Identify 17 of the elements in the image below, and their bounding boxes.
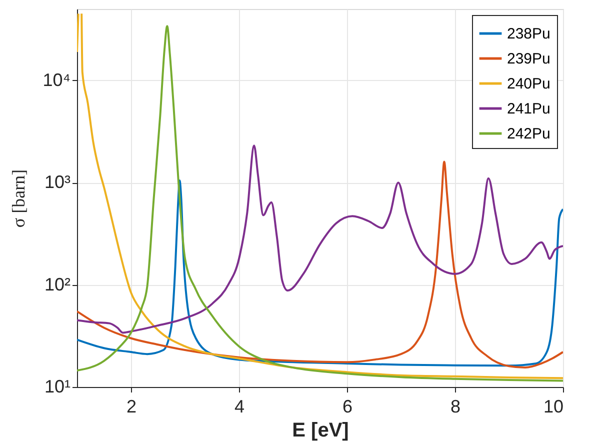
legend-label: 241Pu xyxy=(507,100,550,118)
legend-label: 239Pu xyxy=(507,50,550,68)
y-tick-label: 10¹ xyxy=(44,376,71,396)
x-tick-label: 4 xyxy=(234,396,245,416)
y-tick-label: 10³ xyxy=(44,172,71,192)
legend-label: 238Pu xyxy=(507,26,550,42)
y-tick-label: 10² xyxy=(44,274,71,294)
legend-label: 242Pu xyxy=(507,126,550,142)
line-series xyxy=(77,144,563,334)
x-axis-title: E [eV] xyxy=(292,420,349,442)
x-tick-label: 8 xyxy=(450,396,461,416)
y-tick-label: 10⁴ xyxy=(42,70,70,90)
x-tick-label: 10 xyxy=(543,396,564,416)
x-tick-label: 6 xyxy=(342,396,353,416)
legend-label: 240Pu xyxy=(507,76,550,92)
y-axis-title: σ [barn] xyxy=(8,169,29,228)
x-tick-label: 2 xyxy=(126,396,137,416)
